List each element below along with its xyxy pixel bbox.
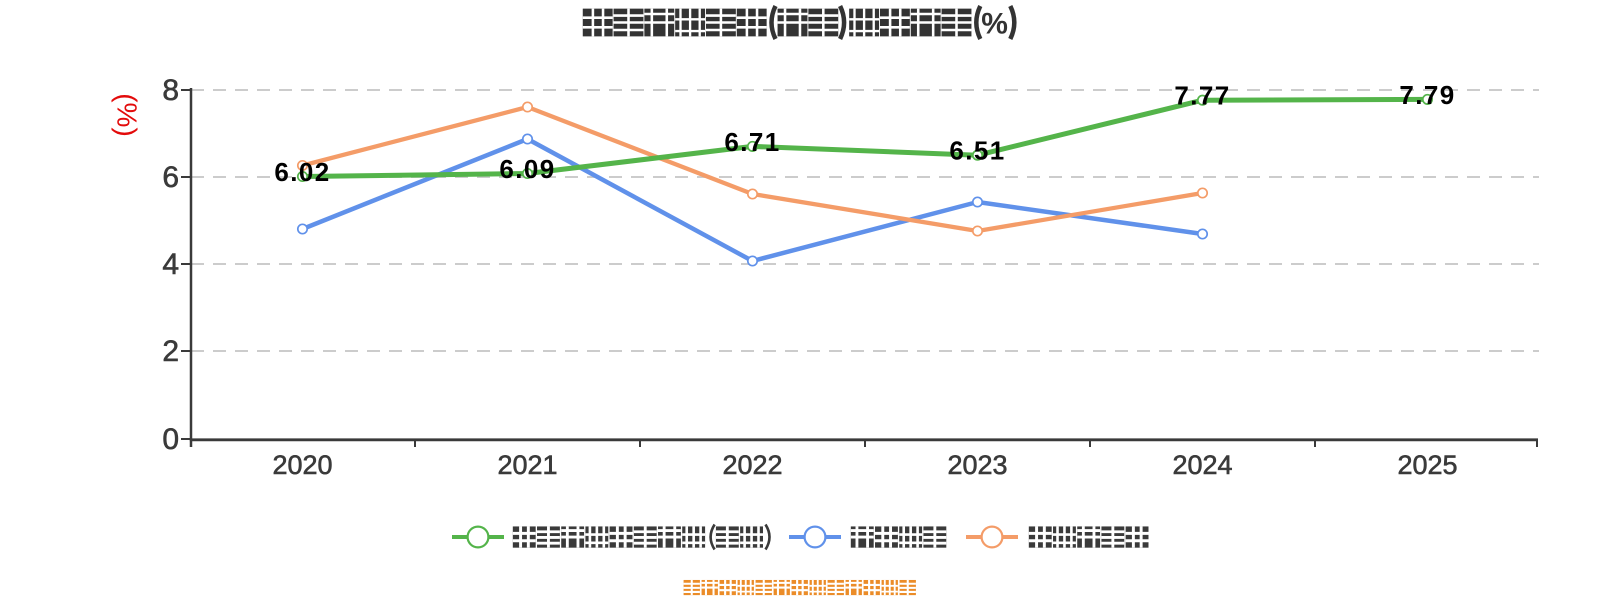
svg-text:2025: 2025: [1397, 450, 1457, 480]
svg-text:6.09: 6.09: [499, 154, 555, 184]
svg-text:(%): (%): [112, 93, 143, 137]
svg-text:6.71: 6.71: [724, 127, 780, 157]
svg-text:0: 0: [162, 423, 179, 456]
svg-text:6.51: 6.51: [949, 136, 1005, 166]
svg-text:7.77: 7.77: [1174, 81, 1230, 111]
svg-text:2021: 2021: [497, 450, 557, 480]
svg-text:%: %: [981, 8, 1008, 41]
svg-text:8: 8: [162, 74, 179, 107]
svg-text:2023: 2023: [947, 450, 1007, 480]
svg-text:2020: 2020: [272, 450, 332, 480]
svg-text:6.02: 6.02: [274, 157, 330, 187]
svg-text:6: 6: [162, 161, 179, 194]
svg-text:2022: 2022: [722, 450, 782, 480]
svg-text:2024: 2024: [1172, 450, 1232, 480]
svg-text:4: 4: [162, 248, 179, 281]
svg-text:7.79: 7.79: [1399, 80, 1455, 110]
svg-text:2: 2: [162, 335, 179, 368]
